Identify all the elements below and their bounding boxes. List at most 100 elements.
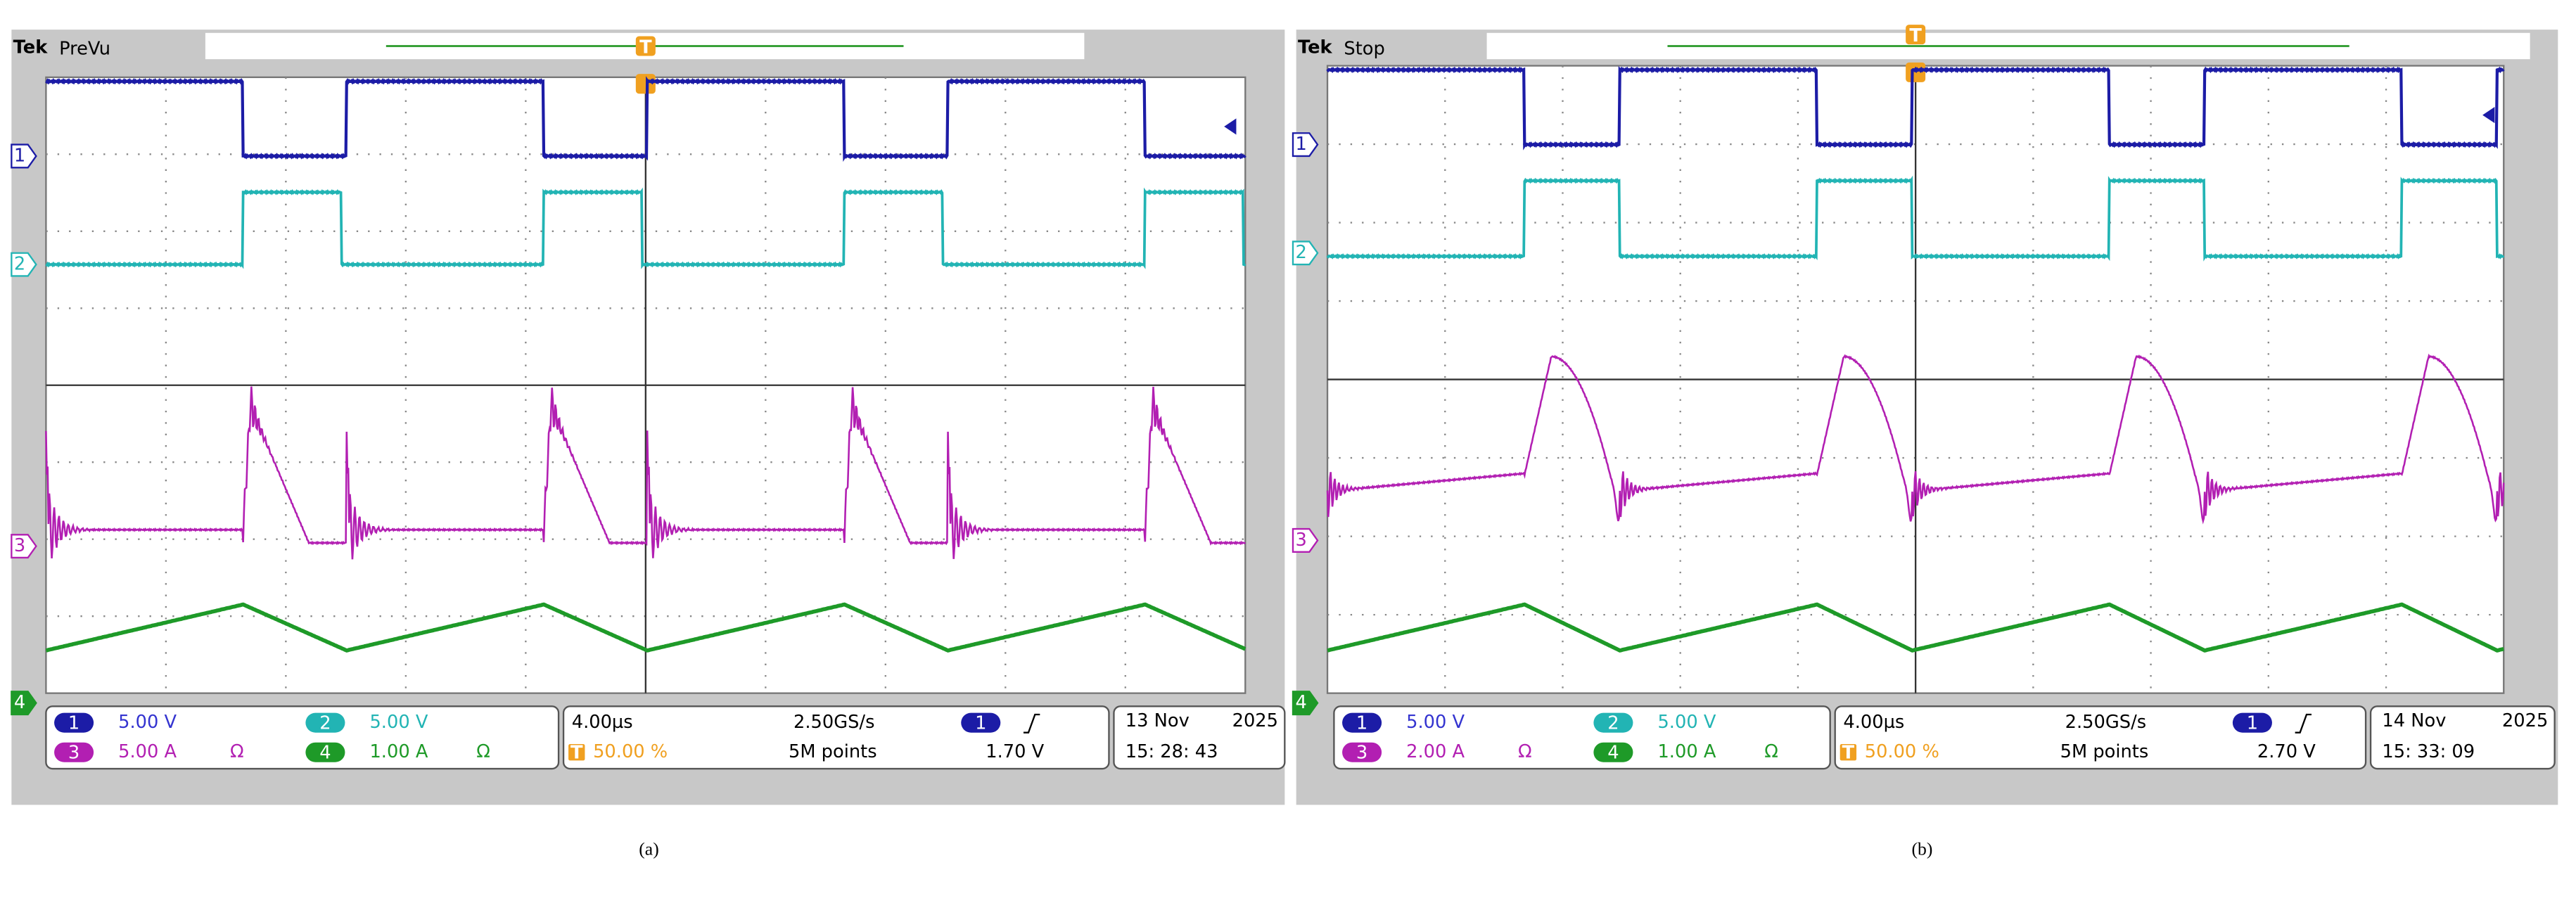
trigger-pos-icon-label: T bbox=[570, 742, 583, 763]
channel-symbol: Ω bbox=[230, 741, 244, 762]
channel-pill bbox=[54, 742, 94, 762]
channel-marker-label: 3 bbox=[1296, 530, 1307, 551]
channel-marker-label: 1 bbox=[1296, 134, 1307, 155]
waveform bbox=[45, 76, 1246, 162]
channel-pill bbox=[1593, 742, 1633, 762]
trigger-marker bbox=[635, 36, 656, 56]
waveform bbox=[1326, 353, 2505, 525]
trigger-slope bbox=[2295, 713, 2312, 734]
channel-scale: 5.00 V bbox=[118, 712, 177, 733]
brand: Tek bbox=[1298, 37, 1333, 58]
channel-symbol: Ω bbox=[1764, 741, 1778, 762]
info-box bbox=[45, 705, 560, 770]
channel-symbol: Ω bbox=[476, 741, 490, 762]
channel-pill-label: 2 bbox=[1607, 712, 1619, 734]
waveform bbox=[45, 386, 1246, 560]
channel-pill bbox=[305, 742, 345, 762]
timebase: 4.00µs bbox=[1843, 712, 1904, 733]
channel-pill bbox=[305, 712, 345, 733]
channel-pill bbox=[2232, 712, 2272, 733]
channel-marker bbox=[1292, 241, 1319, 266]
channel-marker bbox=[1292, 527, 1319, 553]
trigger-marker bbox=[1906, 62, 1926, 82]
record-length: 5M points bbox=[2060, 741, 2149, 762]
info-box bbox=[1333, 705, 1831, 770]
record-length: 5M points bbox=[789, 741, 877, 762]
channel-pill bbox=[1342, 712, 1382, 733]
channel-pill-label: 1 bbox=[975, 712, 986, 734]
trigger-level: 2.70 V bbox=[2257, 741, 2316, 762]
caption: (a) bbox=[639, 839, 659, 859]
trigger-pos-icon-label: T bbox=[1842, 742, 1855, 763]
year: 2025 bbox=[2502, 710, 2548, 731]
channel-marker-label: 4 bbox=[14, 692, 25, 713]
time: 15: 33: 09 bbox=[2382, 741, 2475, 762]
trigger-level-arrow bbox=[2482, 107, 2495, 124]
channel-pill bbox=[54, 712, 94, 733]
channel-marker-label: 2 bbox=[1296, 242, 1307, 263]
channel-marker bbox=[11, 143, 37, 169]
channel-pill bbox=[961, 712, 1001, 733]
info-box bbox=[2369, 705, 2556, 770]
channel-pill-label: 3 bbox=[68, 742, 79, 763]
trigger-pos-icon bbox=[1839, 744, 1857, 761]
channel-marker-label: 3 bbox=[14, 535, 25, 556]
date: 13 Nov bbox=[1126, 710, 1190, 731]
channel-pill-label: 1 bbox=[2247, 712, 2258, 734]
channel-scale: 1.00 A bbox=[1657, 741, 1716, 762]
trigger-level: 1.70 V bbox=[986, 741, 1044, 762]
scope-panel: Tek PreVu T 1 2 3 4 1 5.00 V 2 5.00 V 3 5.00 A Ω 4 1.00… bbox=[11, 30, 1286, 859]
channel-marker bbox=[11, 252, 37, 277]
channel-pill-label: 4 bbox=[319, 742, 331, 763]
channel-scale: 5.00 V bbox=[369, 712, 428, 733]
channel-symbol: Ω bbox=[1518, 741, 1532, 762]
waveform bbox=[45, 187, 1246, 269]
caption: (b) bbox=[1912, 839, 1933, 859]
acq-status: PreVu bbox=[59, 39, 110, 60]
channel-pill-label: 1 bbox=[68, 712, 79, 734]
channel-marker bbox=[1292, 691, 1319, 716]
channel-scale: 2.00 A bbox=[1406, 741, 1465, 762]
channel-marker bbox=[11, 534, 37, 559]
info-box bbox=[1113, 705, 1286, 770]
channel-scale: 5.00 A bbox=[118, 741, 177, 762]
trigger-slope bbox=[1023, 713, 1040, 734]
year: 2025 bbox=[1232, 710, 1278, 731]
channel-pill bbox=[1593, 712, 1633, 733]
sample-rate: 2.50GS/s bbox=[2065, 712, 2146, 733]
sample-rate: 2.50GS/s bbox=[793, 712, 874, 733]
trigger-pos-icon bbox=[568, 744, 585, 761]
channel-marker-label: 4 bbox=[1296, 692, 1307, 713]
waveform bbox=[1326, 175, 2505, 262]
timebase: 4.00µs bbox=[572, 712, 633, 733]
channel-pill-label: 3 bbox=[1356, 742, 1367, 763]
trigger-marker-label: T bbox=[1909, 25, 1922, 46]
waveform bbox=[1326, 65, 2505, 150]
trigger-marker-label: T bbox=[639, 37, 652, 58]
channel-scale: 5.00 V bbox=[1657, 712, 1716, 733]
channel-scale: 1.00 A bbox=[369, 741, 428, 762]
brand: Tek bbox=[13, 37, 49, 58]
trigger-position: 50.00 % bbox=[1865, 741, 1939, 762]
channel-marker-label: 2 bbox=[14, 254, 25, 275]
trigger-marker bbox=[635, 74, 656, 94]
channel-marker bbox=[1292, 132, 1319, 158]
trigger-marker bbox=[1906, 25, 1926, 45]
channel-marker-label: 1 bbox=[14, 145, 25, 166]
channel-pill-label: 4 bbox=[1607, 742, 1619, 763]
acq-status: Stop bbox=[1344, 39, 1384, 60]
time: 15: 28: 43 bbox=[1126, 741, 1218, 762]
channel-pill-label: 1 bbox=[1356, 712, 1367, 734]
channel-marker bbox=[11, 691, 37, 716]
date: 14 Nov bbox=[2382, 710, 2446, 731]
trigger-position: 50.00 % bbox=[593, 741, 668, 762]
channel-scale: 5.00 V bbox=[1406, 712, 1465, 733]
scope-panel: Tek Stop T 1 2 3 4 1 5.00 V 2 5.00 V 3 2.00 A Ω 4 1.00 … bbox=[1292, 25, 2558, 859]
waveform bbox=[1327, 602, 2504, 653]
trigger-level-arrow bbox=[1224, 118, 1237, 135]
channel-pill-label: 2 bbox=[319, 712, 331, 734]
channel-pill bbox=[1342, 742, 1382, 762]
waveform bbox=[45, 602, 1246, 653]
